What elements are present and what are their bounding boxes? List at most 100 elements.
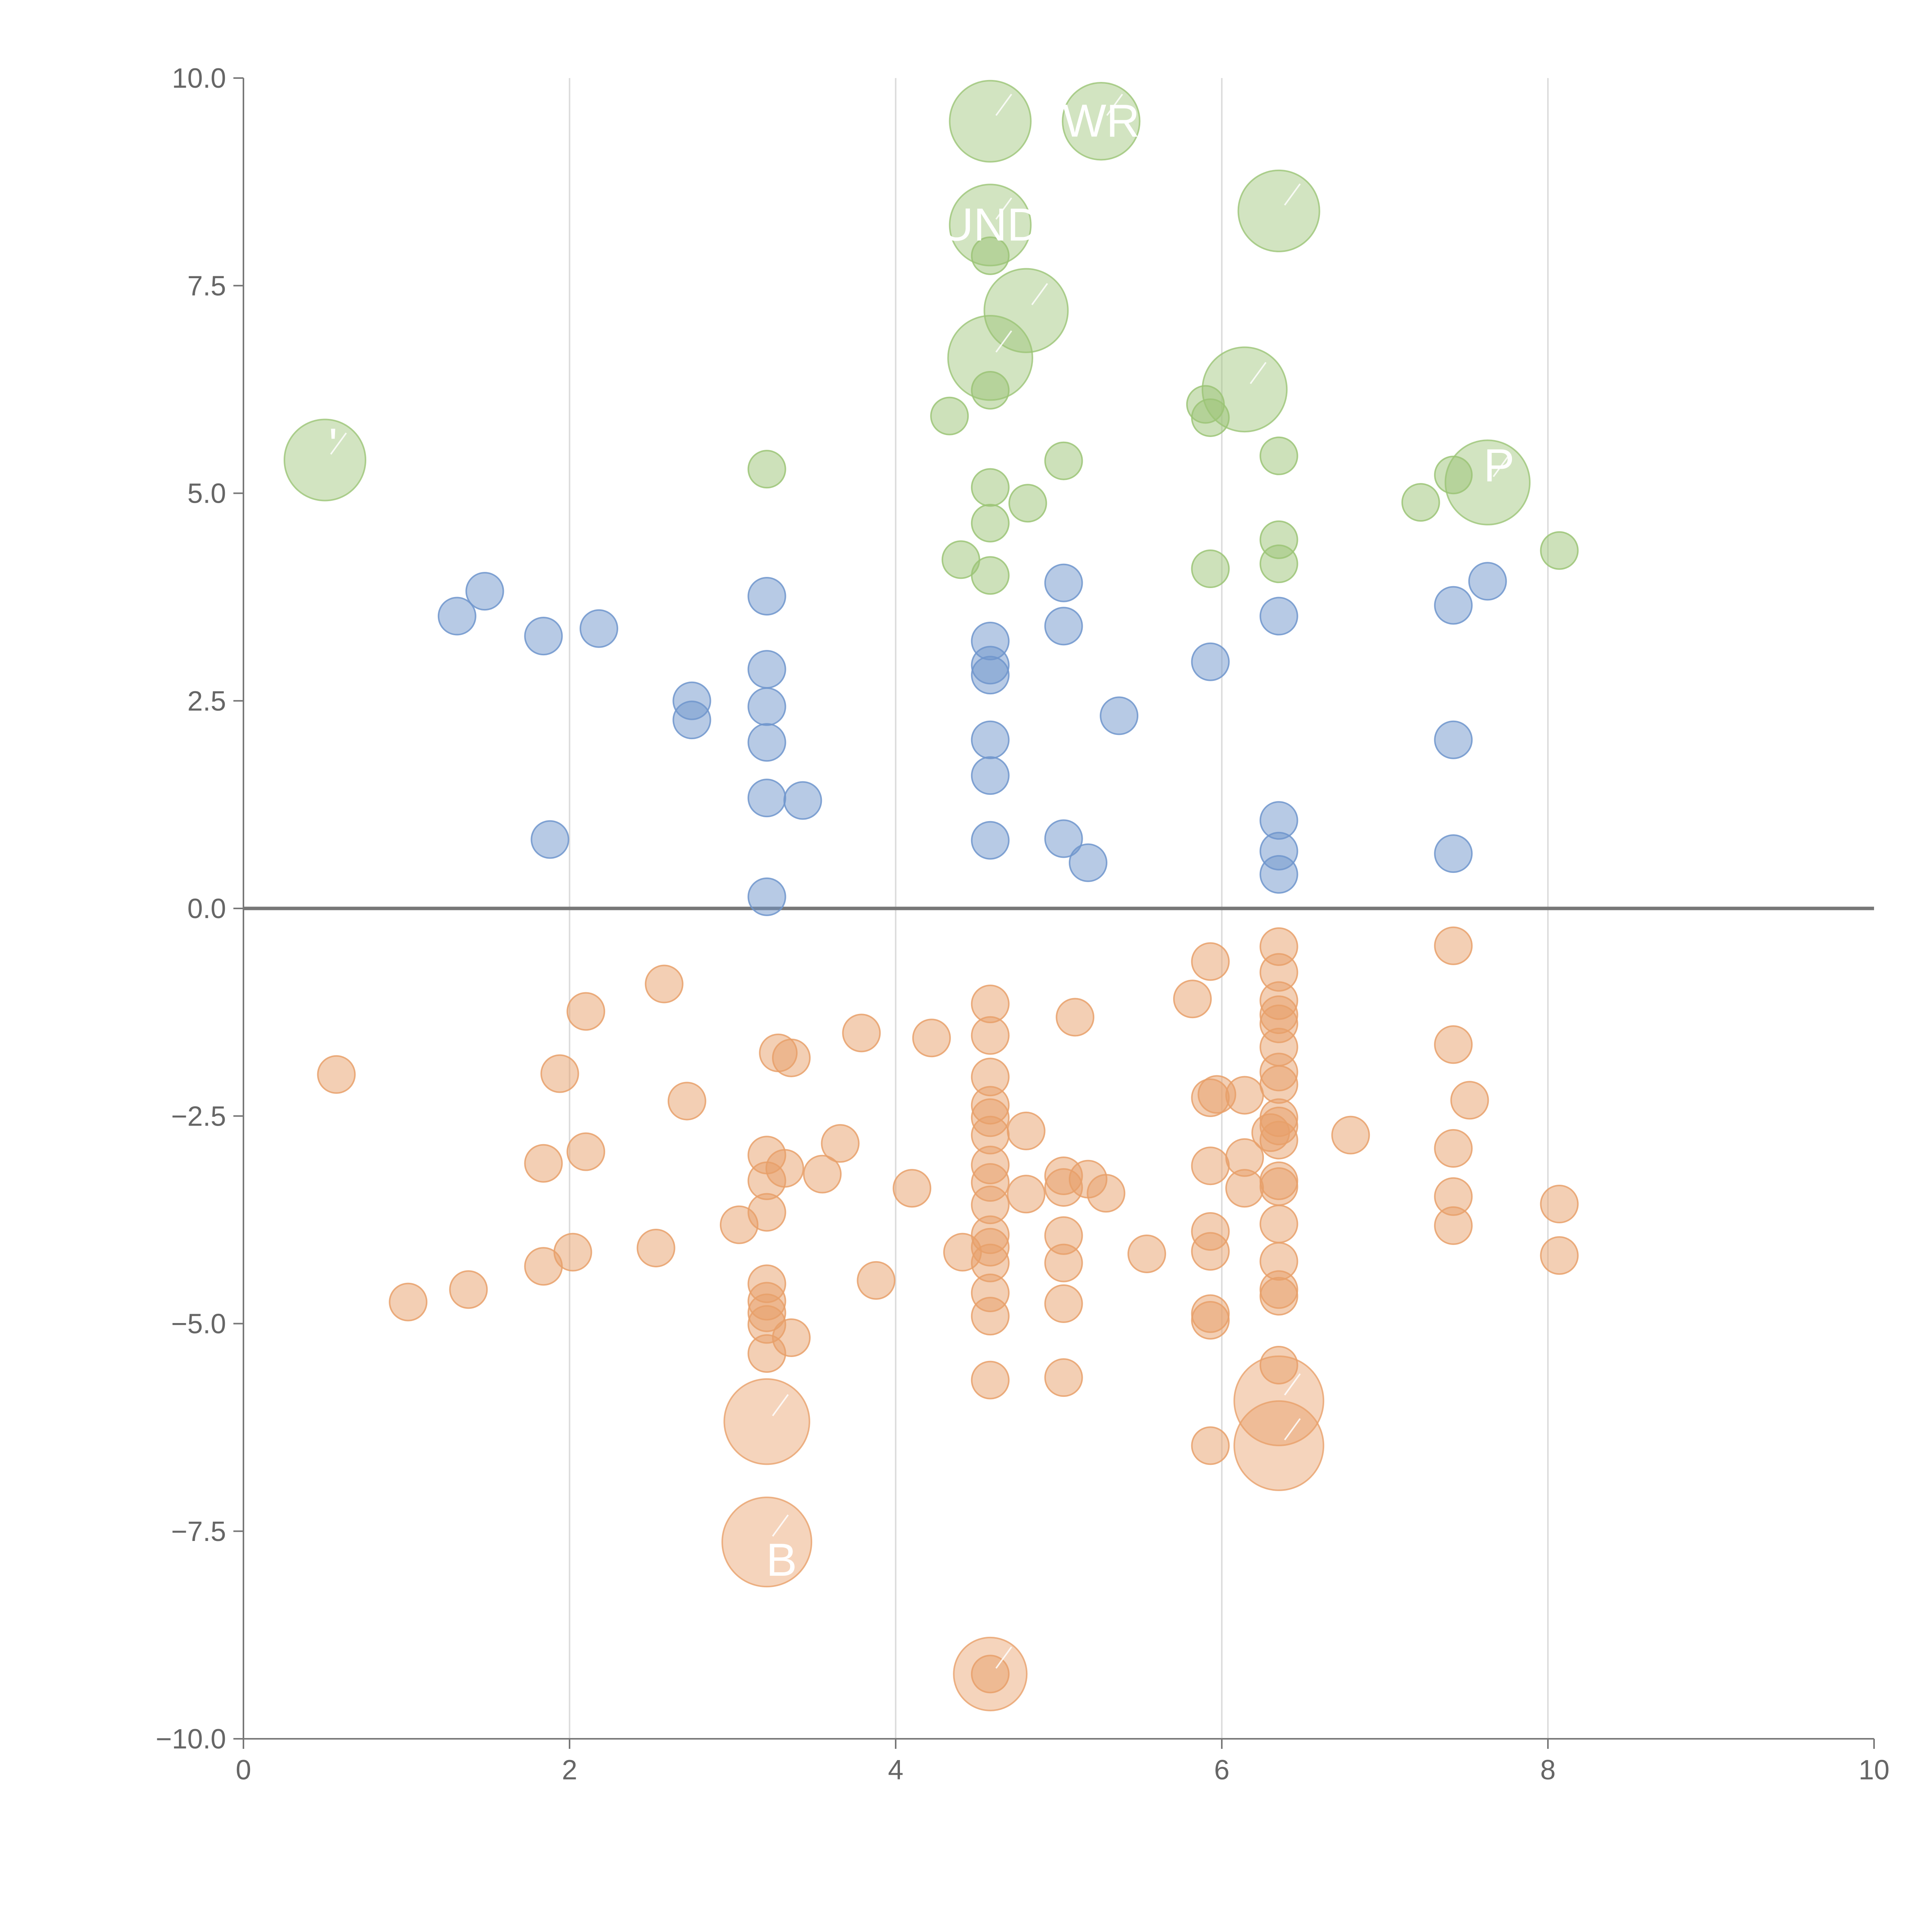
data-point [783,781,822,820]
data-point [971,756,1010,795]
label-leader-line [772,1514,789,1537]
data-point [317,1055,356,1094]
x-tick-label: 6 [1214,1755,1230,1786]
data-point [1259,544,1298,583]
data-point [579,609,618,648]
y-tick-label: −7.5 [171,1516,226,1547]
label-leader-line [1250,362,1267,384]
point-label: ' [329,419,338,471]
label-leader-line [1493,455,1510,477]
data-point [747,877,786,916]
y-tick-label: −2.5 [171,1101,226,1132]
y-tick-label: 5.0 [187,478,226,509]
highlighted-point [949,80,1032,163]
highlighted-point [947,315,1033,401]
data-point [1434,586,1473,625]
data-point [1044,1284,1083,1323]
data-point [747,650,786,689]
data-point [449,1270,488,1309]
data-point [465,572,504,611]
data-point [747,450,786,489]
data-point [1068,843,1107,882]
data-point [1468,562,1507,601]
data-point [1127,1234,1166,1273]
x-tick-label: 0 [236,1755,251,1786]
data-point [667,1082,706,1121]
data-point [747,779,786,818]
data-point [747,723,786,762]
y-tick-label: 7.5 [187,270,226,301]
highlighted-point [1444,439,1531,526]
data-point [803,1155,842,1194]
x-tick-label: 10 [1859,1755,1889,1786]
x-tick-label: 8 [1540,1755,1556,1786]
x-tick-label: 2 [562,1755,577,1786]
label-leader-line [995,330,1012,353]
data-point [1540,531,1579,570]
data-point [645,964,684,1003]
point-labels: ' WR UND P B [329,94,1514,1669]
label-leader-line [995,197,1012,220]
data-point [1450,1081,1489,1120]
data-point [1259,1167,1298,1206]
data-point [772,1038,811,1077]
y-tick-label: −10.0 [156,1724,226,1755]
data-point [1259,855,1298,894]
y-tick-label: 0.0 [187,893,226,924]
data-point [1259,1204,1298,1243]
data-point [1434,1025,1473,1064]
label-leader-line [1284,1418,1301,1440]
data-point [636,1228,675,1267]
data-point [1401,483,1440,522]
data-point [1434,926,1473,965]
data-point [971,1297,1010,1336]
data-point [971,503,1010,543]
data-point [389,1282,428,1321]
point-label: B [766,1534,797,1586]
data-point [437,597,476,636]
data-point [1087,1174,1126,1213]
data-point [1056,998,1095,1037]
data-point [971,821,1010,860]
data-point [930,396,969,435]
data-point [1191,1426,1230,1465]
data-points [284,80,1579,1711]
data-point [747,1334,786,1373]
x-tick-label: 4 [888,1755,903,1786]
data-point [1540,1236,1579,1275]
data-point [524,1144,563,1183]
label-leader-line [995,1646,1012,1669]
highlighted-point [949,184,1032,267]
data-point [821,1124,860,1163]
data-point [1007,1175,1046,1214]
axes: 0 2 4 6 8 10 10.0 7.5 5.0 2.5 0.0 −2.5 −5.0 −7.5 −10.0 [156,63,1889,1786]
data-point [912,1019,951,1058]
highlighted-point [953,1636,1028,1711]
data-point [1191,1301,1230,1340]
data-point [971,1361,1010,1400]
data-point [531,820,570,859]
data-point [1259,1345,1298,1384]
data-point [1007,1111,1046,1150]
data-point [1434,720,1473,759]
data-point [971,468,1010,507]
point-label: P [1483,440,1514,492]
data-point [1191,942,1230,981]
data-point [1044,1358,1083,1397]
data-point [857,1261,896,1300]
data-point [1540,1185,1579,1224]
data-point [1434,1129,1473,1168]
data-point [1100,696,1139,735]
y-tick-label: 10.0 [172,63,226,94]
data-point [747,687,786,726]
label-leader-line [1284,183,1301,206]
data-point [971,720,1010,759]
point-label: UND [940,199,1041,250]
data-point [971,656,1010,695]
data-point [1008,484,1047,523]
data-point [566,992,605,1031]
label-leader-line [1106,94,1123,116]
highlighted-point [1061,82,1141,161]
label-leader-line [1031,283,1048,305]
